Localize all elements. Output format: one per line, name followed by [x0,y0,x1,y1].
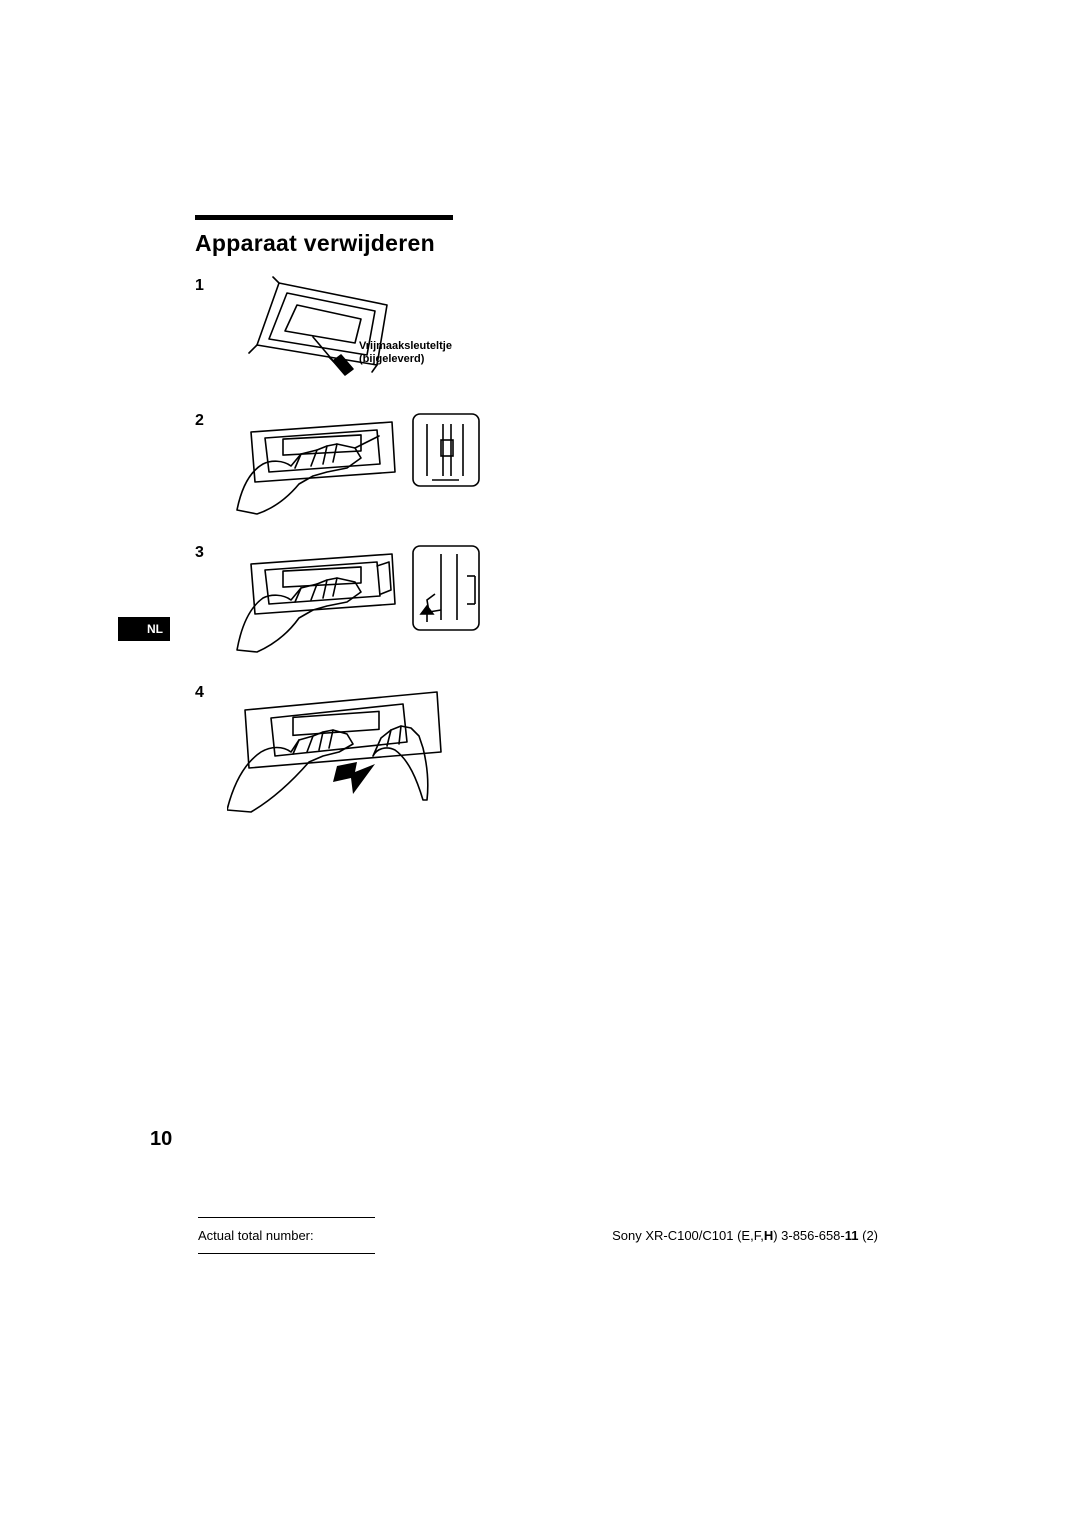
step-number: 2 [195,410,227,430]
title-rule [195,215,453,220]
step-4: 4 [195,682,695,822]
step-number: 1 [195,275,227,295]
step-figure-3 [227,542,695,662]
step-3: 3 [195,542,695,662]
step-figure-4 [227,682,695,822]
footer-rule-bottom [198,1253,375,1254]
step-figure-2 [227,410,695,520]
step-2: 2 [195,410,695,520]
footer-left: Actual total number: [198,1228,314,1243]
caption-line1: Vrijmaaksleuteltje [359,340,452,353]
page-title: Apparaat verwijderen [195,230,695,257]
footer-doc-id: Sony XR-C100/C101 (E,F,H) 3-856-658-11 (… [612,1228,878,1243]
caption-line2: (bijgeleverd) [359,353,424,366]
page-number: 10 [150,1128,172,1151]
footer: Actual total number: Sony XR-C100/C101 (… [198,1217,878,1254]
step-number: 4 [195,682,227,702]
language-tab: NL [118,617,170,641]
footer-rule-top [198,1217,375,1218]
step-figure-1: Vrijmaaksleuteltje (bijgeleverd) [227,275,695,380]
step-1: 1 [195,275,695,380]
step-number: 3 [195,542,227,562]
